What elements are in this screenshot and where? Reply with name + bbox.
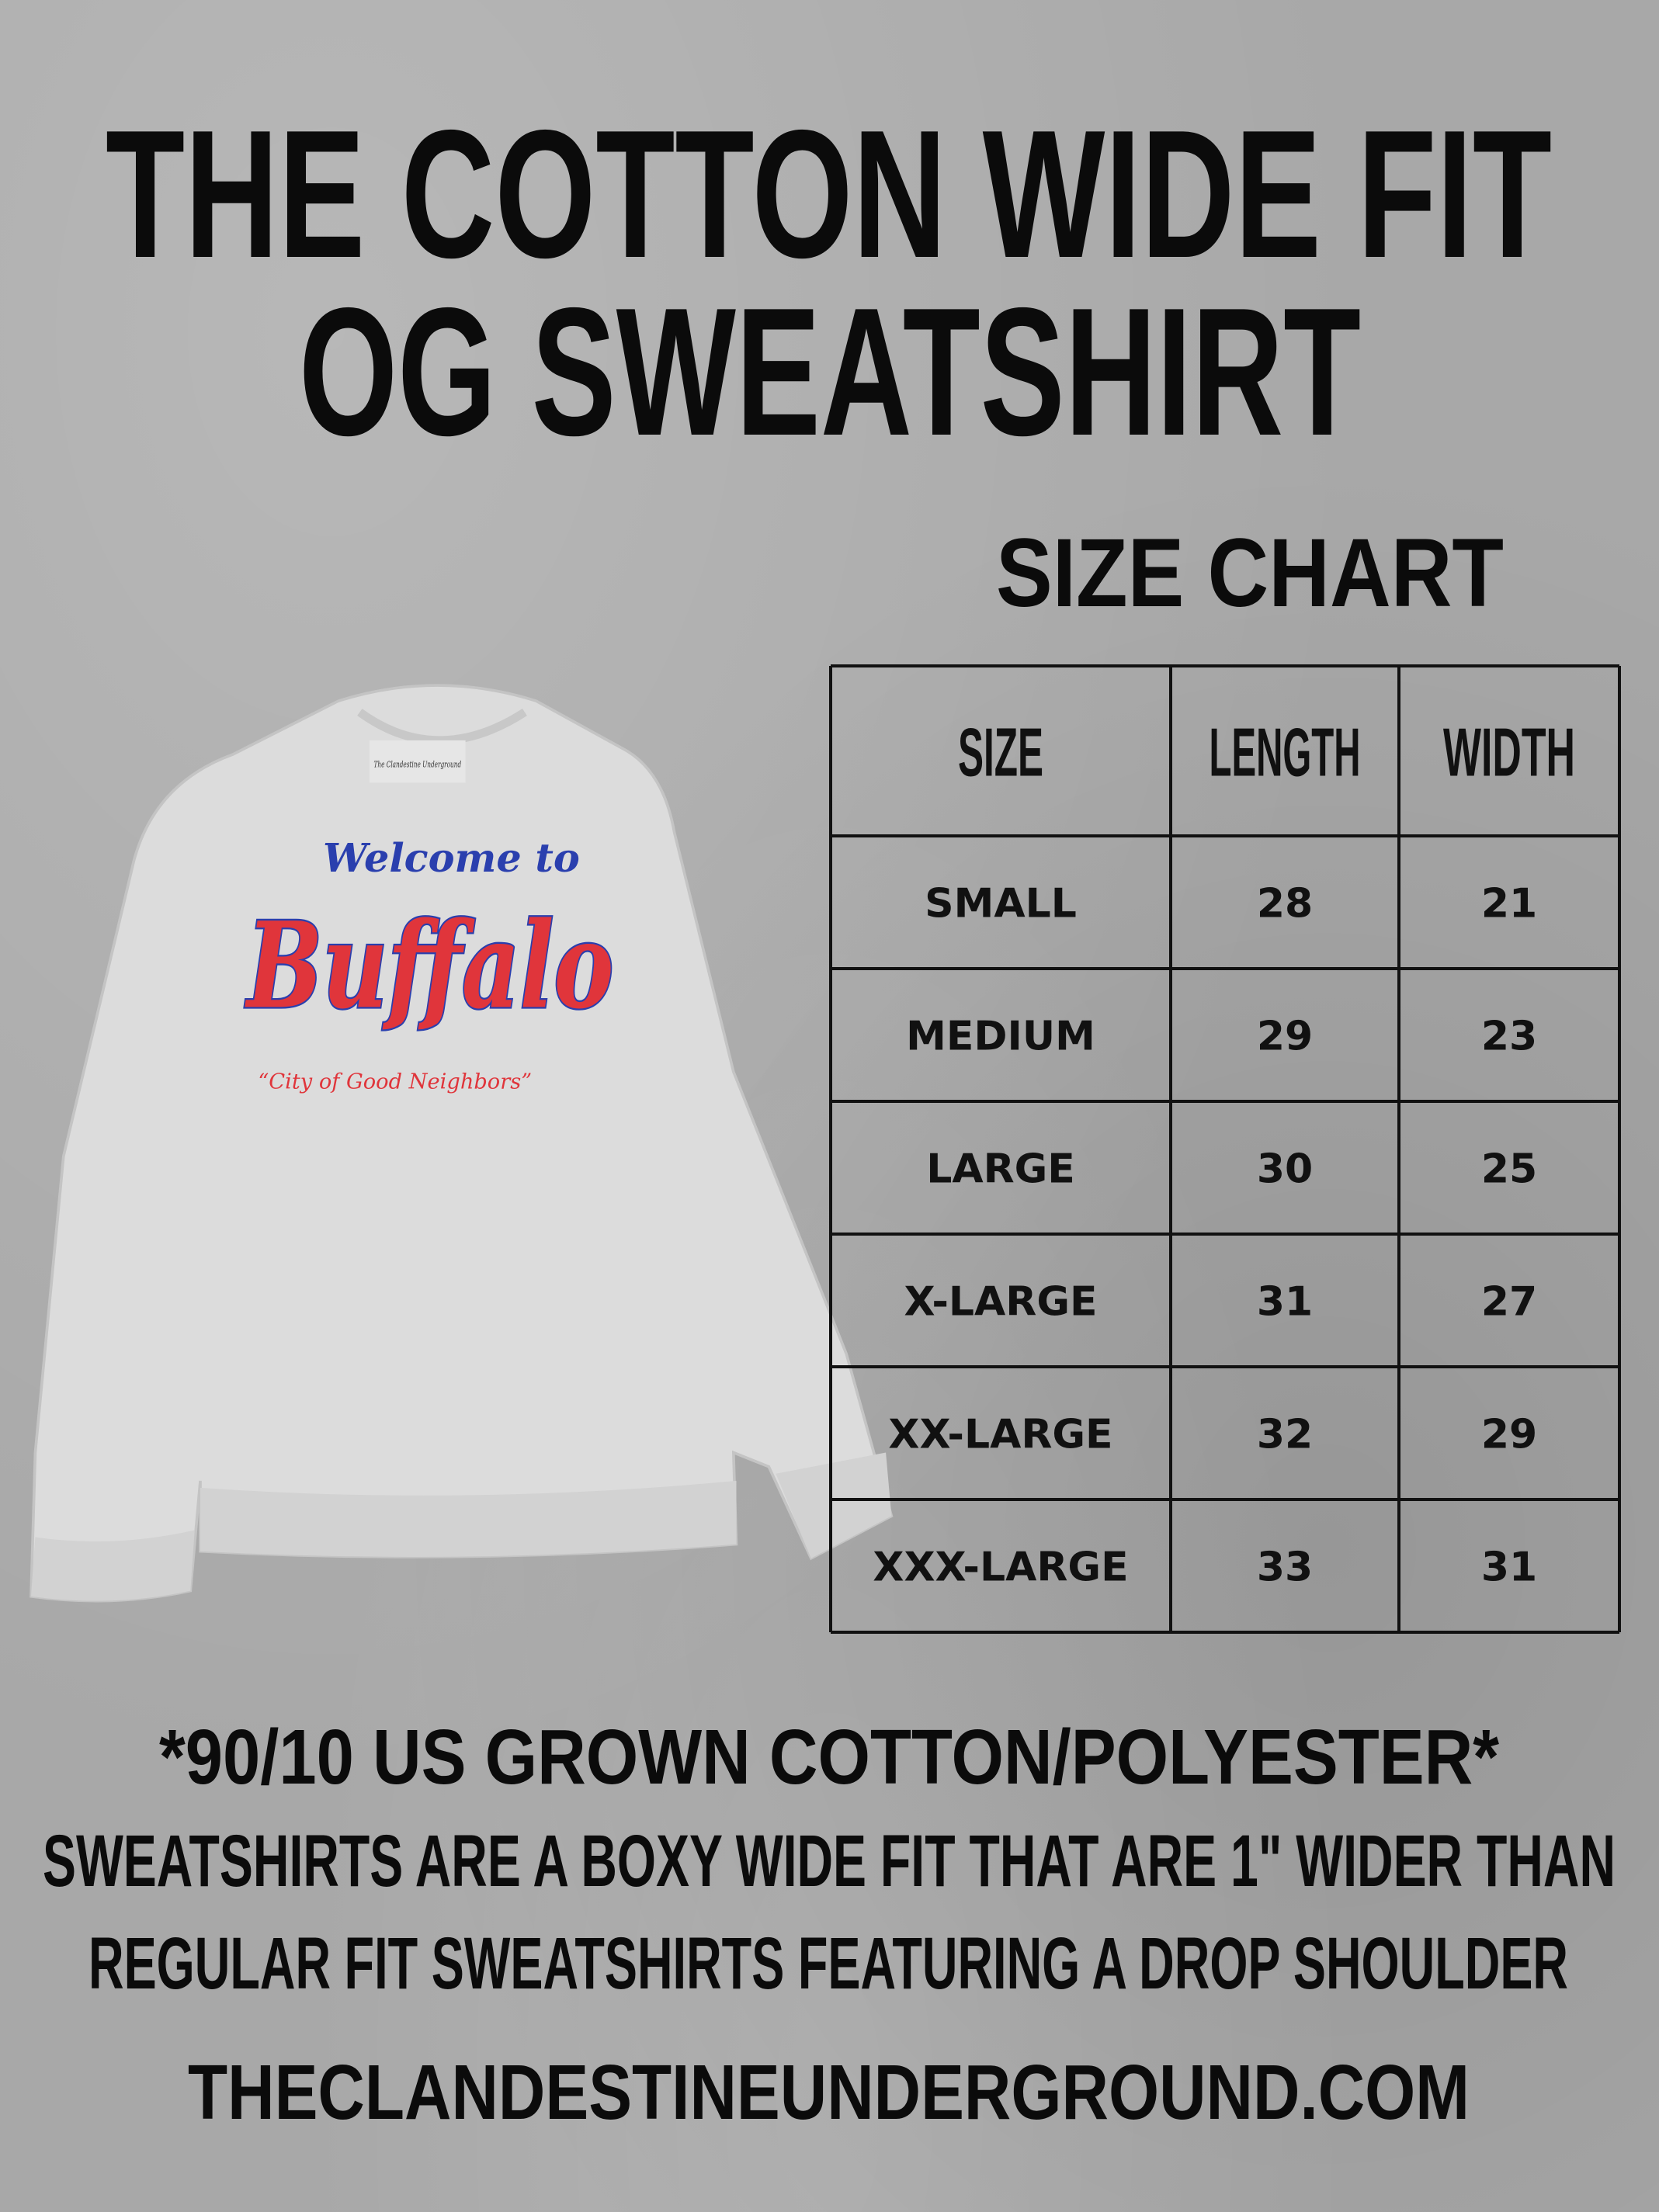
length-value: 33 bbox=[1257, 1545, 1313, 1591]
length-value: 28 bbox=[1257, 881, 1313, 927]
title-line-1: THE COTTON WIDE FIT bbox=[106, 92, 1552, 296]
description-line-2: REGULAR FIT SWEATSHIRTS FEATURING A DROP… bbox=[89, 1922, 1568, 2005]
width-value: 29 bbox=[1481, 1412, 1537, 1458]
width-value: 21 bbox=[1481, 881, 1537, 927]
size-label: XXX-LARGE bbox=[873, 1545, 1128, 1591]
length-value: 32 bbox=[1257, 1412, 1313, 1458]
material-text: *90/10 US GROWN COTTON/POLYESTER* bbox=[159, 1714, 1499, 1801]
website-url: THECLANDESTINEUNDERGROUND.COM bbox=[188, 2049, 1470, 2136]
width-value: 25 bbox=[1481, 1146, 1537, 1193]
width-value: 31 bbox=[1481, 1545, 1537, 1591]
description-line-1: SWEATSHIRTS ARE A BOXY WIDE FIT THAT ARE… bbox=[43, 1820, 1616, 1902]
graphic-city-slogan: “City of Good Neighbors” bbox=[258, 1070, 532, 1094]
column-header-length: LENGTH bbox=[1210, 714, 1361, 791]
sweatshirt-image: The Clandestine Underground Welcome to B… bbox=[30, 684, 894, 1603]
size-table: SIZE LENGTH WIDTH SMALL 28 21 MEDIUM 29 23 LARGE 3… bbox=[829, 664, 1621, 1634]
width-value: 23 bbox=[1481, 1014, 1537, 1060]
title-line-2: OG SWEATSHIRT bbox=[299, 269, 1361, 473]
tag-logo: The Clandestine Underground bbox=[374, 759, 462, 769]
column-header-size: SIZE bbox=[958, 714, 1043, 791]
size-label: XX-LARGE bbox=[888, 1412, 1112, 1458]
size-label: MEDIUM bbox=[906, 1014, 1095, 1060]
size-label: SMALL bbox=[925, 881, 1077, 927]
width-value: 27 bbox=[1481, 1279, 1537, 1326]
size-label: LARGE bbox=[926, 1146, 1075, 1193]
size-chart-heading: SIZE CHART bbox=[996, 519, 1504, 627]
length-value: 31 bbox=[1257, 1279, 1313, 1326]
column-header-width: WIDTH bbox=[1443, 714, 1575, 791]
length-value: 29 bbox=[1257, 1014, 1313, 1060]
graphic-buffalo: Buffalo bbox=[245, 896, 613, 1035]
length-value: 30 bbox=[1257, 1146, 1313, 1193]
graphic-welcome: Welcome to bbox=[323, 834, 580, 881]
size-label: X-LARGE bbox=[904, 1279, 1097, 1326]
